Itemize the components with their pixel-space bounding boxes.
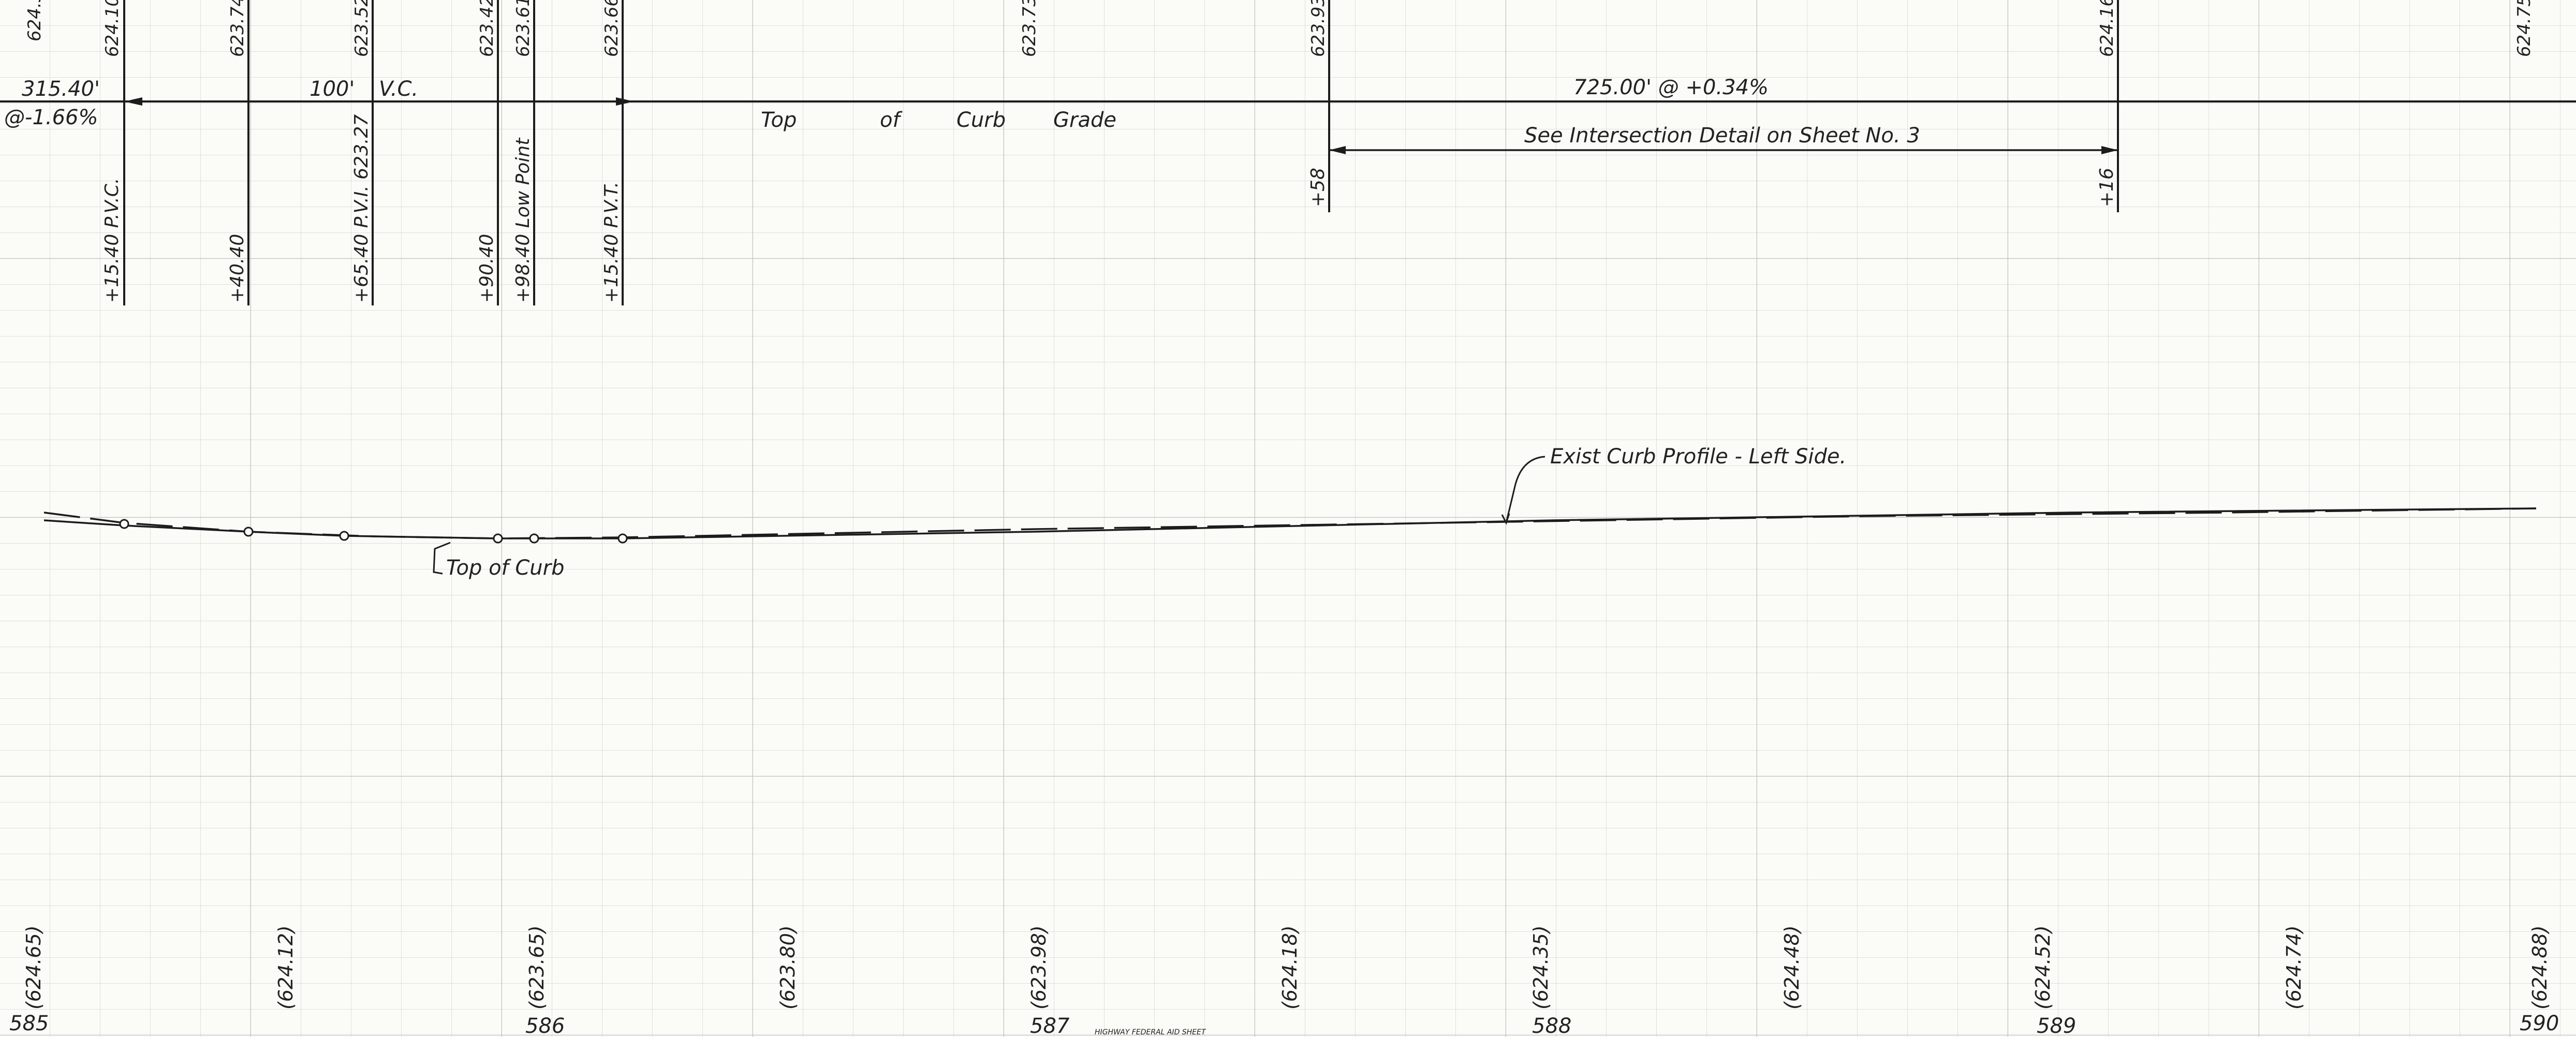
curve-station: +65.40 P.V.I. 623.27 [351, 114, 372, 303]
top-elevation: 624.36 [24, 0, 45, 41]
curve-station: +98.40 Low Point [512, 137, 534, 303]
ground-elevation: (624.35) [1529, 925, 1552, 1010]
station-ticks [123, 0, 2119, 305]
grade-title-word: of [880, 108, 903, 132]
station-number: 587 [1030, 1014, 1070, 1037]
top-elevation: 623.73 [1019, 0, 1040, 57]
intersection-start-station: +58 [1307, 168, 1329, 207]
curve-stations: +15.40 P.V.C. +40.40 +65.40 P.V.I. 623.2… [101, 114, 622, 303]
grade-labels: 315.40' @-1.66% 100' V.C. 725.00' @ +0.3… [4, 76, 1769, 132]
proposed-profile-label: Top of Curb [446, 556, 564, 580]
intersection-note-text: See Intersection Detail on Sheet No. 3 [1524, 124, 1920, 148]
intersection-end-station: +16 [2096, 168, 2117, 207]
proposed-curb-profile [43, 507, 2537, 575]
top-elevation: 623.52 [351, 0, 372, 57]
top-elevation: 623.61 [513, 0, 534, 57]
profile-point [119, 519, 129, 529]
grade-title-word: Grade [1053, 108, 1116, 132]
intersection-dimension [1329, 146, 2118, 154]
arrowhead-icon [2101, 146, 2118, 154]
ground-elevation: (624.65) [22, 925, 45, 1010]
profile-point [243, 527, 254, 537]
top-elevations: 624.36 624.10 623.74 623.52 623.42 623.6… [24, 0, 2535, 57]
station-number: 586 [525, 1014, 565, 1037]
top-elevation: 624.10 [102, 0, 123, 57]
top-elevation: 623.93 [1308, 0, 1329, 57]
station-number: 588 [1532, 1014, 1571, 1037]
top-elevation: 623.74 [227, 0, 248, 57]
vc-length: 100' [310, 77, 355, 101]
existing-profile-label: Exist Curb Profile - Left Side. [1550, 445, 1846, 469]
ground-elevation: (623.80) [776, 925, 799, 1010]
arrowhead-icon [616, 97, 634, 106]
ground-elevation: (624.88) [2528, 925, 2551, 1010]
grade-title-word: Curb [956, 108, 1006, 132]
profile-point [339, 531, 349, 541]
vc-label: V.C. [379, 77, 418, 101]
arrowhead-icon [124, 97, 142, 106]
ground-elevation: (624.52) [2032, 925, 2054, 1010]
ground-elevation: (624.12) [274, 925, 297, 1010]
station-number: 585 [9, 1012, 49, 1035]
station-number: 589 [2037, 1014, 2076, 1037]
profile-point [493, 533, 503, 544]
left-tangent-rate: @-1.66% [4, 106, 98, 129]
curve-station: +40.40 [227, 234, 248, 303]
top-elevation: 623.66 [601, 0, 622, 57]
arrowhead-icon [1329, 146, 1346, 154]
original-ground-elevations: (624.65) (624.12) (623.65) (623.80) (623… [22, 925, 2551, 1010]
ground-elevation: (624.48) [1780, 925, 1803, 1010]
ground-elevation: (624.74) [2283, 925, 2305, 1010]
sheet-footer: HIGHWAY FEDERAL AID SHEET [1095, 1028, 1206, 1036]
grade-title-word: Top [761, 108, 797, 132]
left-tangent-length: 315.40' [22, 77, 100, 101]
ground-elevation: (624.18) [1278, 925, 1301, 1010]
right-tangent-length-rate: 725.00' @ +0.34% [1573, 76, 1769, 99]
curve-station: +15.40 P.V.C. [101, 178, 123, 303]
top-elevation: 623.42 [477, 0, 497, 57]
profile-point [529, 533, 539, 544]
curve-station: +15.40 P.V.T. [601, 182, 622, 303]
station-number: 590 [2520, 1012, 2559, 1035]
intersection-note: See Intersection Detail on Sheet No. 3 +… [1307, 124, 2117, 207]
profile-point [617, 533, 628, 544]
profile-points [119, 519, 628, 544]
grade-line [0, 97, 2576, 106]
top-elevation: 624.75 [2514, 0, 2535, 57]
station-numbers: 585 586 587 588 589 590 [9, 1012, 2559, 1037]
curve-station: +90.40 [476, 234, 497, 303]
ground-elevation: (623.98) [1027, 925, 1050, 1010]
ground-elevation: (623.65) [525, 925, 548, 1010]
top-elevation: 624.16 [2097, 0, 2117, 57]
